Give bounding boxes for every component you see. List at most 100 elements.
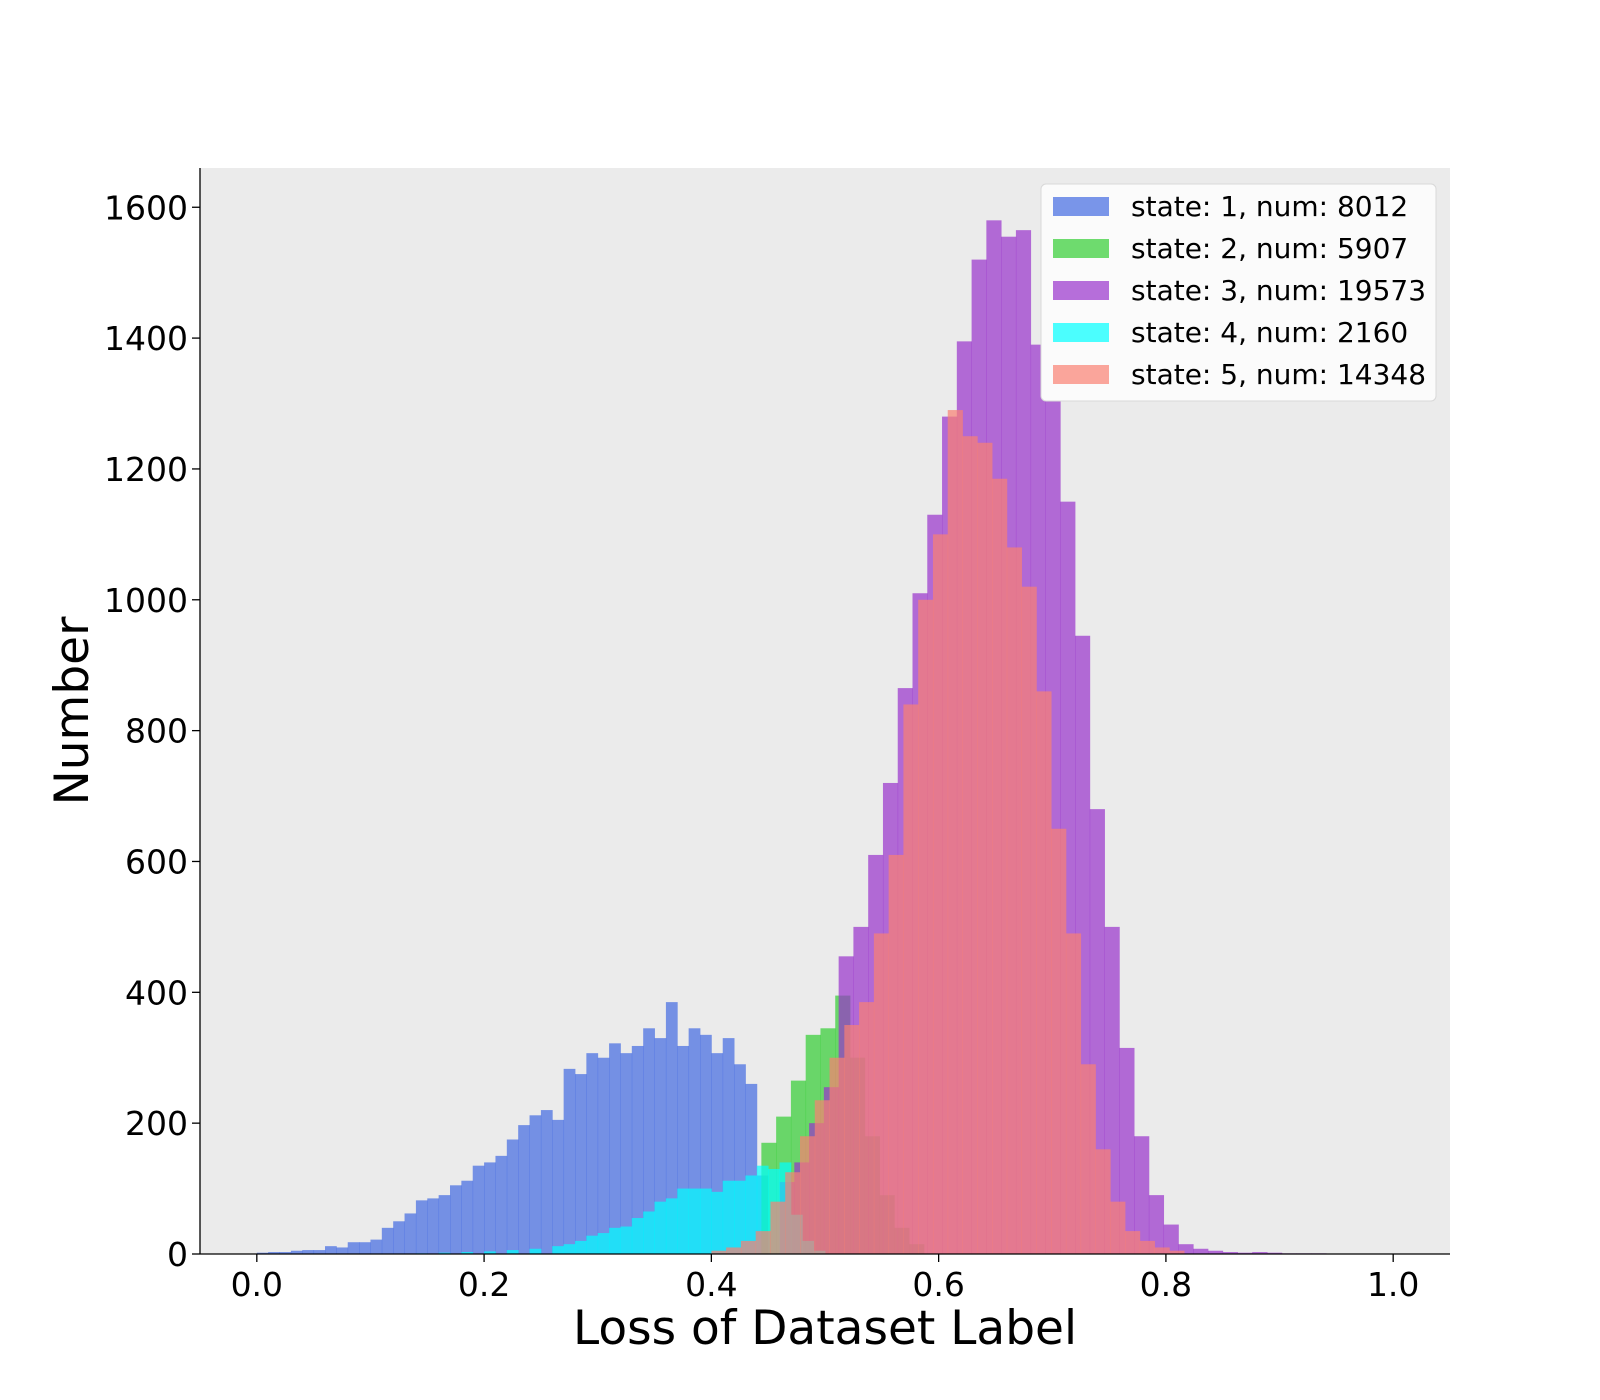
- x-axis-label: Loss of Dataset Label: [573, 1301, 1077, 1356]
- bar-s5-13: [903, 704, 919, 1254]
- bar-s5-1: [726, 1247, 742, 1254]
- legend-swatch-4: [1053, 323, 1109, 342]
- x-tick-label: 0.4: [685, 1265, 737, 1304]
- bar-s1-8: [347, 1242, 360, 1254]
- bar-s5-0: [711, 1250, 727, 1254]
- bar-s5-29: [1139, 1240, 1155, 1254]
- bar-s1-32: [620, 1053, 633, 1254]
- bar-s4-22: [734, 1180, 746, 1254]
- bar-s4-21: [722, 1180, 735, 1254]
- bar-s5-24: [1065, 933, 1082, 1254]
- bar-s5-5: [785, 1172, 801, 1254]
- bar-s5-9: [844, 1025, 860, 1254]
- bar-s5-21: [1021, 586, 1037, 1254]
- x-axis-ticks: 0.0 0.2 0.4 0.6 0.8 1.0: [231, 1254, 1419, 1304]
- x-tick-label: 0.6: [912, 1265, 964, 1304]
- bar-s1-24: [529, 1115, 542, 1254]
- bar-s4-6: [552, 1246, 565, 1254]
- bar-s5-4: [770, 1201, 786, 1254]
- bar-s4-9: [586, 1235, 599, 1254]
- bar-s1-23: [518, 1125, 530, 1254]
- bar-s3-29: [1207, 1250, 1224, 1254]
- y-tick-label: 1600: [104, 188, 188, 227]
- bar-s1-1: [268, 1252, 280, 1254]
- bar-s5-27: [1110, 1201, 1126, 1254]
- bar-s1-4: [302, 1250, 315, 1254]
- bar-s5-11: [873, 933, 890, 1254]
- bar-s4-23: [745, 1175, 758, 1254]
- x-tick-label: 1.0: [1367, 1265, 1419, 1304]
- y-tick-label: 1400: [104, 319, 188, 358]
- y-tick-label: 1200: [104, 450, 188, 489]
- bar-s5-18: [977, 442, 993, 1254]
- bar-s3-32: [1252, 1252, 1268, 1254]
- bar-s5-12: [888, 854, 904, 1254]
- bar-s1-10: [370, 1239, 383, 1254]
- bar-s1-43: [745, 1083, 758, 1254]
- bar-s4-1: [438, 1252, 451, 1254]
- bar-s1-28: [575, 1074, 587, 1254]
- bar-s1-21: [495, 1155, 508, 1254]
- bar-s5-25: [1080, 1064, 1096, 1254]
- bar-s1-11: [381, 1227, 394, 1254]
- bar-s5-2: [740, 1240, 757, 1254]
- bar-s4-13: [631, 1218, 644, 1254]
- bar-s3-33: [1267, 1252, 1283, 1254]
- bar-s1-12: [393, 1221, 405, 1254]
- bar-s1-40: [711, 1053, 724, 1254]
- x-tick-label: 0.2: [458, 1265, 510, 1304]
- bar-s4-17: [677, 1188, 690, 1254]
- bar-s1-0: [256, 1252, 269, 1254]
- bar-s1-2: [279, 1252, 292, 1254]
- legend-label-3: state: 3, num: 19573: [1131, 274, 1426, 307]
- series-5-bars: [711, 410, 1185, 1255]
- legend-label-1: state: 1, num: 8012: [1131, 190, 1408, 223]
- bar-s1-41: [722, 1038, 735, 1254]
- bar-s1-25: [540, 1110, 553, 1254]
- legend-swatch-2: [1053, 239, 1109, 258]
- bar-s3-31: [1237, 1252, 1253, 1254]
- bar-s1-38: [688, 1028, 701, 1254]
- bar-s4-4: [506, 1250, 519, 1254]
- bar-s5-19: [992, 478, 1008, 1254]
- bar-s4-2: [461, 1252, 474, 1254]
- bar-s4-7: [563, 1244, 576, 1254]
- bar-s4-10: [597, 1233, 610, 1254]
- bar-s5-16: [947, 410, 963, 1254]
- bar-s4-12: [620, 1226, 633, 1254]
- bar-s1-22: [506, 1139, 519, 1254]
- bar-s4-20: [711, 1191, 724, 1254]
- bar-s3-26: [1163, 1224, 1179, 1254]
- bar-s1-37: [677, 1045, 690, 1254]
- bar-s1-35: [654, 1038, 667, 1254]
- y-axis-label: Number: [45, 616, 100, 805]
- bar-s5-30: [1154, 1247, 1170, 1254]
- bar-s5-22: [1036, 691, 1052, 1254]
- bar-s1-14: [415, 1200, 428, 1254]
- bar-s1-36: [665, 1002, 678, 1254]
- legend-label-2: state: 2, num: 5907: [1131, 232, 1408, 265]
- legend: state: 1, num: 8012 state: 2, num: 5907 st…: [1040, 183, 1437, 402]
- bar-s4-5: [529, 1248, 542, 1254]
- bar-s4-16: [665, 1198, 678, 1254]
- bar-s1-26: [552, 1119, 565, 1254]
- legend-swatch-3: [1053, 281, 1109, 300]
- bar-s3-30: [1222, 1252, 1238, 1254]
- bar-s1-29: [586, 1053, 599, 1254]
- y-tick-label: 400: [125, 973, 188, 1012]
- bar-s5-6: [800, 1136, 816, 1254]
- bar-s5-20: [1006, 547, 1022, 1254]
- bar-s5-17: [962, 436, 978, 1255]
- bar-s5-28: [1125, 1231, 1141, 1254]
- bar-s1-15: [427, 1198, 440, 1254]
- y-tick-label: 600: [125, 842, 188, 881]
- bar-s1-30: [597, 1057, 610, 1254]
- y-tick-label: 0: [167, 1235, 188, 1274]
- bar-s5-8: [829, 1057, 845, 1254]
- bar-s1-17: [450, 1185, 462, 1254]
- bar-s5-10: [859, 1002, 875, 1254]
- bar-s1-13: [404, 1213, 417, 1254]
- y-tick-label: 800: [125, 712, 188, 751]
- legend-label-4: state: 4, num: 2160: [1131, 316, 1408, 349]
